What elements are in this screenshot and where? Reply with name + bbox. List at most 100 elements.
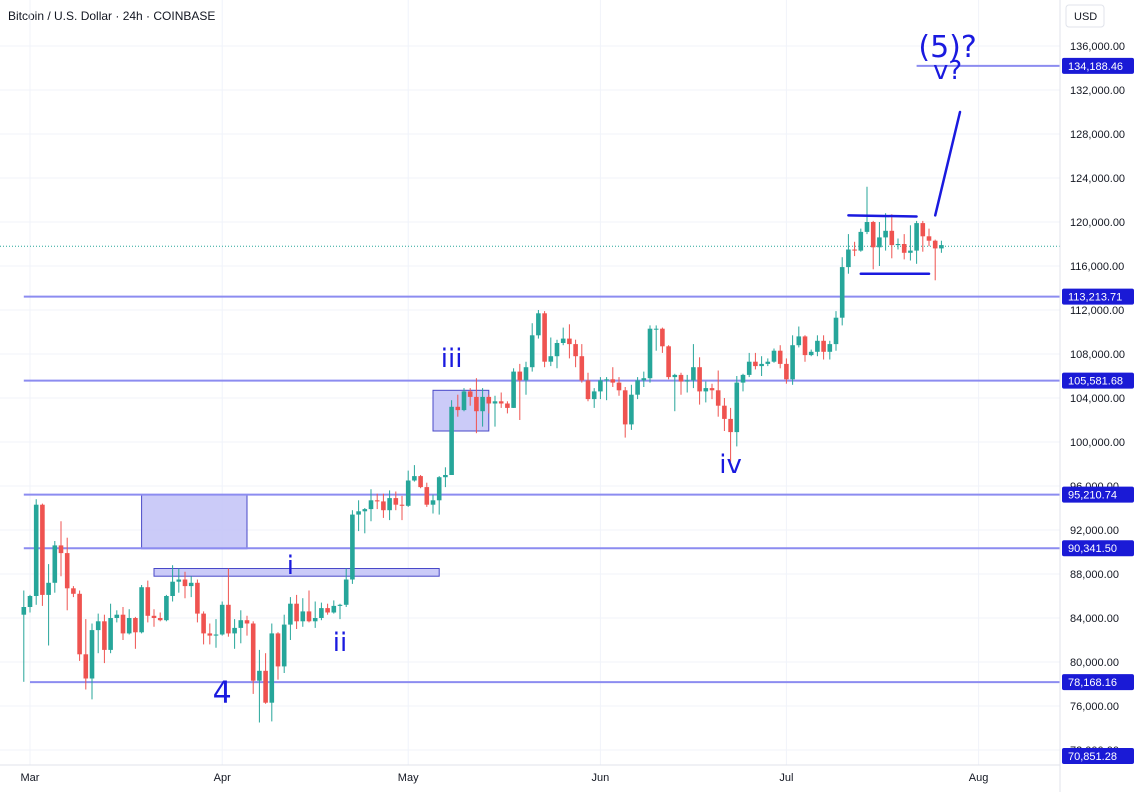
candle [753,352,758,370]
candle [443,467,448,488]
currency-button[interactable] [1065,4,1105,28]
candle [709,383,715,400]
zone-box-2[interactable] [153,568,440,577]
candle [201,611,206,645]
grid [0,0,1060,765]
wave-label: v? [933,56,962,86]
candle [350,510,355,584]
candle [257,649,262,723]
candle [901,234,907,260]
price-tick-label: 112,000.00 [1070,305,1124,317]
boxes [141,389,490,577]
candle [815,335,820,357]
zone-box-3[interactable] [432,389,490,432]
candle [821,335,826,360]
candle [672,373,678,412]
candle [250,621,256,694]
candle [393,491,399,511]
candle [641,371,647,387]
candle [932,239,938,281]
candle [908,225,913,261]
price-tick-label: 84,000.00 [1070,613,1119,625]
candle [108,603,113,654]
wave-label: iii [441,344,463,374]
wave-label: i [287,551,294,581]
candle [474,378,479,434]
candle [591,388,597,408]
svg-text:113,213.71: 113,213.71 [1068,292,1122,304]
svg-text:134,188.46: 134,188.46 [1068,61,1123,73]
candle [356,500,361,532]
candle [195,579,200,623]
wave-label: ii [333,628,347,658]
svg-text:90,341.50: 90,341.50 [1068,543,1117,555]
candle [560,327,566,346]
candle [157,612,163,622]
candle [796,326,802,348]
price-badge: 78,168.16 [1062,674,1134,691]
candle [740,373,746,392]
candle [486,394,492,414]
candle [883,213,888,251]
candle [653,325,659,351]
candle [498,392,504,408]
zone-box-1[interactable] [141,494,248,550]
candle [914,220,919,264]
candle [319,602,324,621]
candle [114,610,120,623]
price-tick-label: 88,000.00 [1070,569,1119,581]
price-badge: 70,851.28 [1062,748,1134,764]
candle [188,576,194,598]
candle [244,615,250,636]
candle [647,325,653,383]
candle [95,613,101,654]
candle [567,324,572,359]
candle [145,580,151,623]
candle [554,339,560,369]
horizontal-levels [23,64,1060,684]
candle [306,590,312,623]
candle [281,614,287,673]
candle [523,361,529,395]
candle [480,388,485,427]
candle [238,610,244,644]
candle [889,214,895,259]
candle [616,377,622,396]
candle [58,521,64,577]
candle [666,345,671,380]
trendline-3[interactable] [933,110,962,217]
candle [771,348,777,363]
trendline-1[interactable] [847,214,918,218]
candle [418,475,423,489]
candle [64,537,70,611]
candle [325,603,330,615]
candle [151,609,157,627]
candle [635,377,640,400]
candle [529,323,535,372]
candle [164,594,169,622]
candle [182,571,188,599]
price-badge: 105,581.68 [1062,372,1134,389]
chart-title: Bitcoin / U.S. Dollar · 24h · COINBASE [8,9,216,23]
candle [337,603,343,620]
time-tick-label: Aug [969,772,989,784]
price-axis[interactable]: USD 72,000.0076,000.0080,000.0084,000.00… [1059,0,1138,792]
price-badge: 134,188.46 [1062,57,1134,74]
candle [461,388,467,412]
price-tick-label: 116,000.00 [1070,261,1124,273]
candle [300,598,306,627]
candle [833,311,839,351]
candle [920,220,926,252]
wave-label: (5)? [918,30,976,65]
price-tick-label: 108,000.00 [1070,349,1125,361]
candle [83,619,89,690]
time-axis[interactable]: Mar Apr May Jun Jul Aug [0,764,1060,784]
candle [759,356,764,376]
svg-text:78,168.16: 78,168.16 [1068,677,1117,689]
candle [604,377,609,401]
candle [846,234,851,274]
candle [802,335,808,362]
candle [722,398,727,431]
